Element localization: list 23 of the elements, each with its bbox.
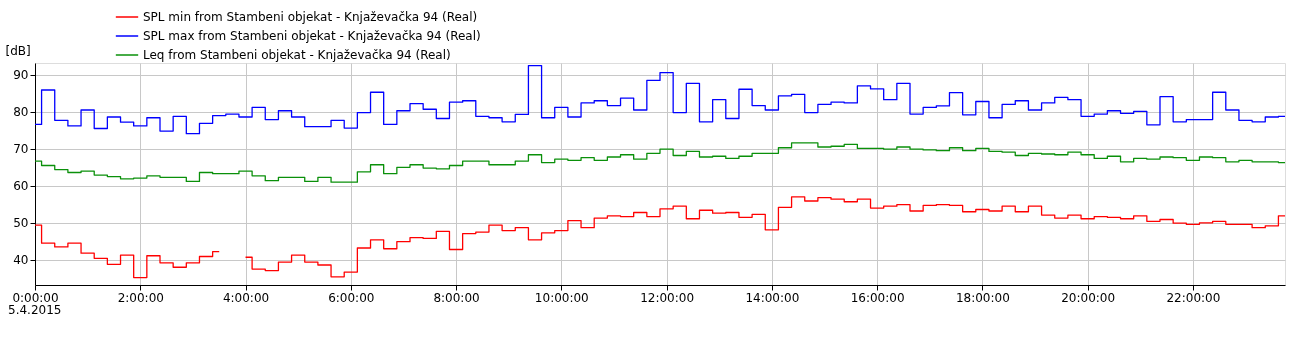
y-axis-title: [dB] bbox=[5, 43, 31, 58]
y-tick-label: 40 bbox=[13, 253, 29, 268]
y-tick-label: 60 bbox=[13, 179, 29, 194]
text: 5.4.2015 bbox=[8, 303, 62, 317]
x-tick-label: 0:00:00 bbox=[12, 290, 59, 305]
x-tick-label: 10:00:00 bbox=[534, 290, 589, 305]
y-tick-label: 50 bbox=[13, 216, 29, 231]
x-tick-label: 16:00:00 bbox=[850, 290, 905, 305]
x-tick-label: 4:00:00 bbox=[222, 290, 270, 305]
y-tick-label: 70 bbox=[13, 142, 29, 157]
legend-label: Leq from Stambeni objekat - Knjaževačka 94 (Real) bbox=[143, 48, 451, 62]
x-tick-label: 8:00:00 bbox=[433, 290, 480, 305]
x-tick-label: 22:00:00 bbox=[1166, 290, 1221, 305]
legend-label: SPL min from Stambeni objekat - Knjaževačka 94 (Real) bbox=[143, 10, 478, 24]
y-tick-label: 90 bbox=[13, 68, 29, 83]
x-tick-label: 20:00:00 bbox=[1061, 290, 1116, 305]
x-tick-label: 12:00:00 bbox=[640, 290, 695, 305]
x-tick-label: 6:00:00 bbox=[328, 290, 375, 305]
y-tick-label: 80 bbox=[13, 105, 29, 120]
legend-label: SPL max from Stambeni objekat - Knjaževačka 94 (Real) bbox=[143, 29, 481, 43]
x-tick-label: 18:00:00 bbox=[955, 290, 1010, 305]
x-tick-label: 14:00:00 bbox=[745, 290, 800, 305]
x-tick-label: 2:00:00 bbox=[117, 290, 164, 305]
